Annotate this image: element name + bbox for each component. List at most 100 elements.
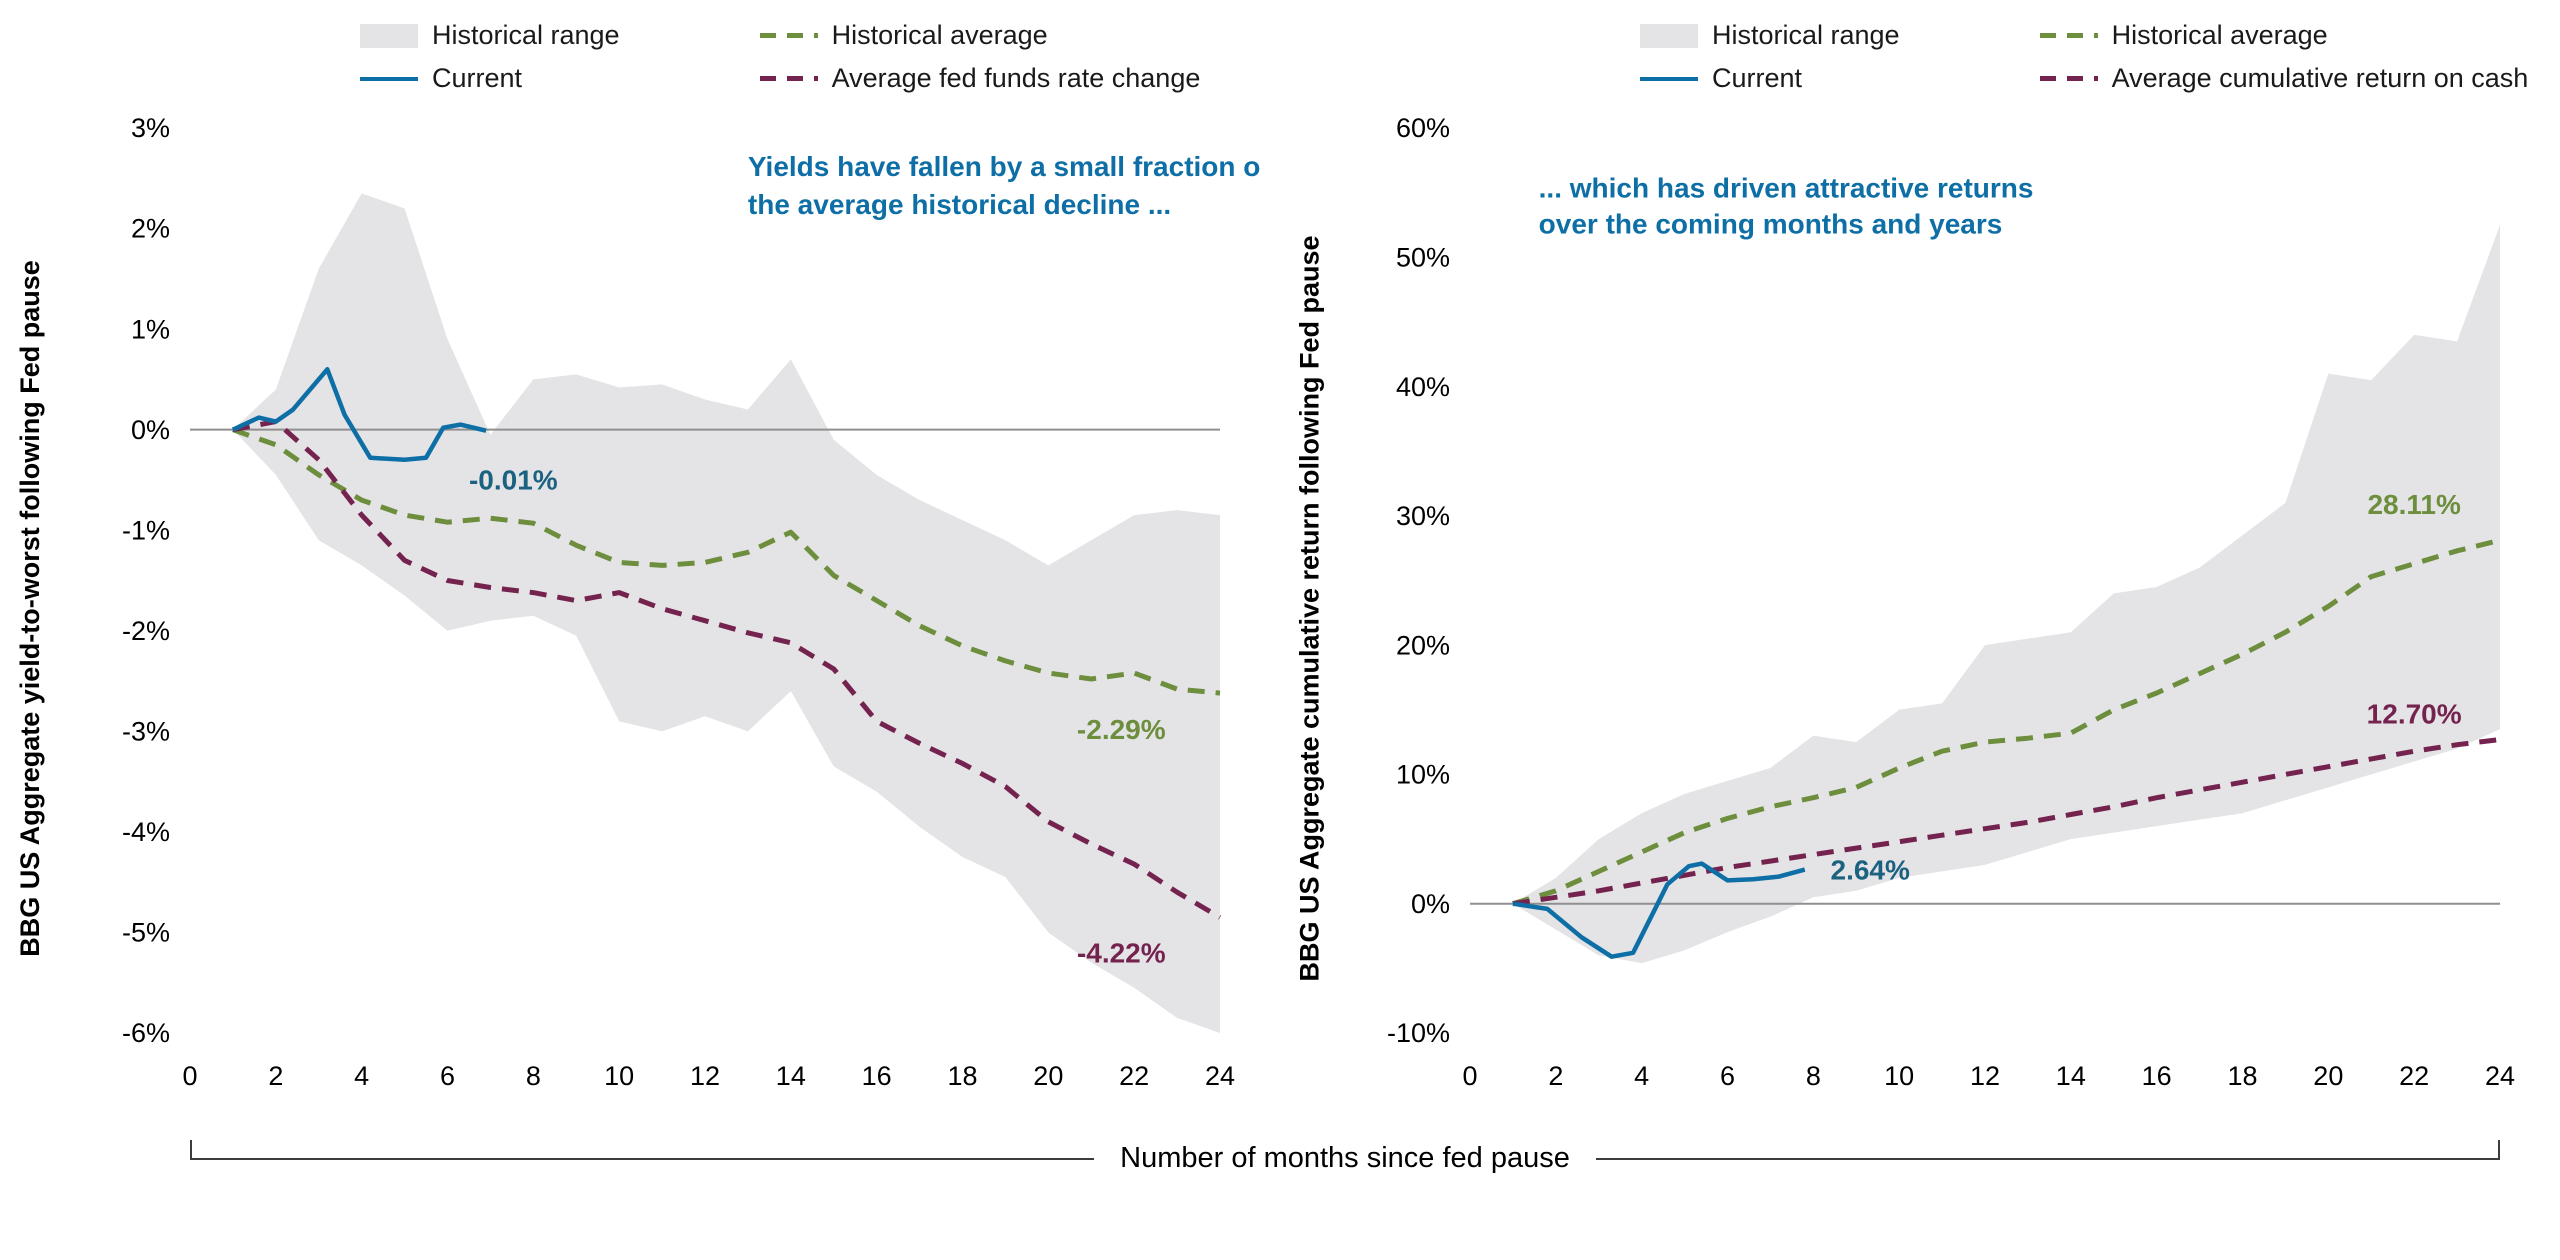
legend-label: Average cumulative return on cash — [2111, 63, 2529, 93]
legend-item: Historical average — [759, 20, 1201, 51]
legend-label: Average fed funds rate change — [831, 63, 1201, 93]
x-tick-label: 4 — [1634, 1061, 1649, 1091]
x-tick-label: 2 — [268, 1061, 283, 1091]
x-tick-label: 0 — [1462, 1061, 1477, 1091]
annotation: over the coming months and years — [1539, 208, 2003, 239]
x-tick-label: 16 — [2142, 1061, 2172, 1091]
bracket-right-tick — [2498, 1139, 2500, 1160]
series-current — [231, 367, 487, 463]
y-tick-label: -1% — [122, 515, 170, 545]
annotation: 28.11% — [2367, 489, 2461, 520]
y-tick-label: 60% — [1396, 113, 1450, 143]
x-tick-label: 24 — [1205, 1061, 1235, 1091]
legend-item: Current — [1640, 63, 1900, 94]
legend-left: Historical range Current Historical averag… — [360, 20, 1280, 94]
legend-swatch-dashed — [759, 33, 818, 38]
legend-label: Historical range — [1712, 20, 1900, 50]
y-tick-label: 2% — [131, 214, 170, 244]
y-tick-label: -3% — [122, 717, 170, 747]
x-tick-label: 20 — [1033, 1061, 1063, 1091]
legend-swatch-dashed — [2039, 76, 2098, 81]
x-axis-label: Number of months since fed pause — [1120, 1142, 1570, 1174]
legend-right: Historical range Current Historical averag… — [1640, 20, 2560, 94]
x-tick-label: 20 — [2313, 1061, 2343, 1091]
legend-item: Historical range — [360, 20, 620, 51]
x-tick-label: 10 — [1884, 1061, 1914, 1091]
legend-item: Average cumulative return on cash — [2039, 63, 2529, 94]
x-tick-label: 6 — [1720, 1061, 1735, 1091]
yield-chart: 3%2%1%0%-1%-2%-3%-4%-5%-6%0 2 4 6 8 10 12 14 16 1… — [122, 113, 1260, 1091]
x-axis-bracket: Number of months since fed pause — [190, 1139, 2500, 1175]
y-tick-label: -2% — [122, 616, 170, 646]
x-tick-label: 16 — [862, 1061, 892, 1091]
y-tick-label: -5% — [122, 918, 170, 948]
legend-item: Historical average — [2039, 20, 2529, 51]
series-historical-average — [232, 427, 1221, 696]
chart-panel-left: Historical range Current Historical averag… — [0, 8, 1280, 1118]
y-tick-label: 40% — [1396, 372, 1450, 402]
annotation: 2.64% — [1831, 854, 1910, 885]
bracket-left-tick — [190, 1139, 192, 1160]
y-tick-label: 10% — [1396, 760, 1450, 790]
y-tick-label: 0% — [1411, 889, 1450, 919]
y-tick-label: 0% — [131, 415, 170, 445]
y-tick-label: 30% — [1396, 501, 1450, 531]
x-tick-label: 24 — [2485, 1061, 2515, 1091]
legend-item: Historical range — [1640, 20, 1900, 51]
x-tick-label: 14 — [776, 1061, 806, 1091]
bracket-left-line — [192, 1157, 1095, 1160]
x-tick-label: 8 — [526, 1061, 541, 1091]
panel-body-left: BBG US Aggregate yield-to-worst followin… — [0, 98, 1280, 1118]
annotation: -4.22% — [1077, 937, 1166, 968]
legend-swatch-dashed — [759, 76, 818, 81]
x-tick-label: 6 — [440, 1061, 455, 1091]
y-tick-label: 1% — [131, 314, 170, 344]
annotation: ... which has driven attractive returns — [1539, 172, 2034, 203]
y-axis-title-text: BBG US Aggregate yield-to-worst followin… — [14, 259, 45, 957]
y-axis-title-left: BBG US Aggregate yield-to-worst followin… — [0, 98, 60, 1118]
y-axis-title-text: BBG US Aggregate cumulative return follo… — [1294, 234, 1325, 982]
y-tick-label: -10% — [1387, 1018, 1450, 1048]
legend-label: Current — [432, 63, 523, 93]
y-tick-label: 50% — [1396, 242, 1450, 272]
y-axis-title-right: BBG US Aggregate cumulative return follo… — [1280, 98, 1340, 1118]
x-tick-label: 12 — [690, 1061, 720, 1091]
legend-item: Current — [360, 63, 620, 94]
y-tick-label: -6% — [122, 1018, 170, 1048]
charts-row: Historical range Current Historical averag… — [0, 8, 2560, 1118]
annotation: Yields have fallen by a small fraction o… — [748, 151, 1260, 182]
y-tick-label: 20% — [1396, 630, 1450, 660]
legend-swatch-line — [360, 76, 418, 81]
legend-item: Average fed funds rate change — [759, 63, 1201, 94]
annotation: -0.01% — [469, 465, 558, 496]
x-tick-label: 22 — [2399, 1061, 2429, 1091]
series-historical-average — [1512, 537, 2501, 907]
panel-body-right: BBG US Aggregate cumulative return follo… — [1280, 98, 2560, 1118]
x-tick-label: 18 — [947, 1061, 977, 1091]
historical-range-area — [232, 193, 1220, 1034]
series-average-fed-funds-rate-change — [232, 419, 1222, 920]
x-tick-label: 2 — [1548, 1061, 1563, 1091]
x-tick-label: 12 — [1970, 1061, 2000, 1091]
legend-label: Historical range — [432, 20, 620, 50]
series-current — [1512, 861, 1806, 959]
x-tick-label: 22 — [1119, 1061, 1149, 1091]
legend-label: Current — [1712, 63, 1803, 93]
bracket-right-line — [1595, 1157, 2498, 1160]
historical-range-area — [1512, 224, 2500, 964]
legend-swatch-line — [1640, 76, 1698, 81]
annotation: the average historical decline ... — [748, 189, 1171, 220]
legend-label: Historical average — [2111, 20, 2328, 50]
legend-label: Historical average — [831, 20, 1048, 50]
legend-swatch-area — [360, 23, 418, 48]
annotation: -2.29% — [1077, 714, 1166, 745]
y-tick-label: -4% — [122, 817, 170, 847]
x-tick-label: 4 — [354, 1061, 369, 1091]
x-tick-label: 8 — [1806, 1061, 1821, 1091]
legend-swatch-area — [1640, 23, 1698, 48]
x-tick-label: 14 — [2056, 1061, 2086, 1091]
x-tick-label: 18 — [2227, 1061, 2257, 1091]
y-tick-label: 3% — [131, 113, 170, 143]
legend-swatch-dashed — [2039, 33, 2098, 38]
